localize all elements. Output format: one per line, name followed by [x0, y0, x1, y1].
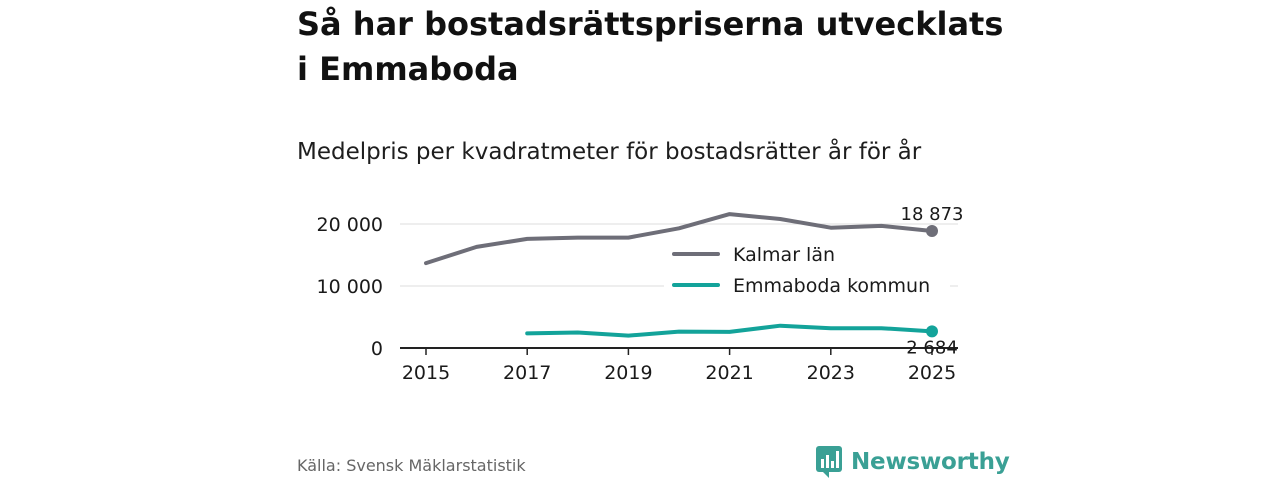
series-layer: [424, 212, 938, 338]
series-line-emmaboda: [525, 323, 934, 338]
newsworthy-logo-text: Newsworthy: [851, 449, 1010, 475]
x-tick-label: 2019: [604, 362, 652, 384]
data-label-end-kalmar: 18 873: [901, 204, 964, 225]
source-note: Källa: Svensk Mäklarstatistik: [297, 456, 526, 475]
chart-title: Så har bostadsrättspriserna utvecklats i…: [297, 5, 1004, 88]
x-tick-label: 2015: [402, 362, 450, 384]
y-tick-label: 20 000: [317, 214, 383, 236]
label-layer: 18 873 2 684: [901, 204, 964, 358]
x-tick-label: 2021: [705, 362, 753, 384]
newsworthy-logo-icon: [816, 446, 842, 478]
axis-layer: 0 10 000 20 000 2015 2017 2019 2021 2023 2025: [317, 214, 958, 384]
y-tick-label: 0: [371, 338, 383, 360]
x-tick-label: 2017: [503, 362, 551, 384]
series-endpoint-emmaboda: [926, 325, 938, 338]
chart-subtitle: Medelpris per kvadratmeter för bostadsrä…: [297, 139, 922, 165]
x-tick-label: 2023: [807, 362, 855, 384]
x-tick-label: 2025: [908, 362, 956, 384]
data-label-end-emmaboda: 2 684: [906, 337, 958, 358]
legend-label-kalmar: Kalmar län: [733, 244, 835, 266]
legend-label-emmaboda: Emmaboda kommun: [733, 275, 930, 297]
series-endpoint-kalmar: [926, 224, 938, 237]
y-tick-label: 10 000: [317, 276, 383, 298]
newsworthy-logo[interactable]: Newsworthy: [815, 445, 1010, 479]
legend: Kalmar län Emmaboda kommun: [664, 238, 950, 306]
series-line-kalmar: [424, 212, 934, 266]
legend-background: [664, 238, 950, 306]
